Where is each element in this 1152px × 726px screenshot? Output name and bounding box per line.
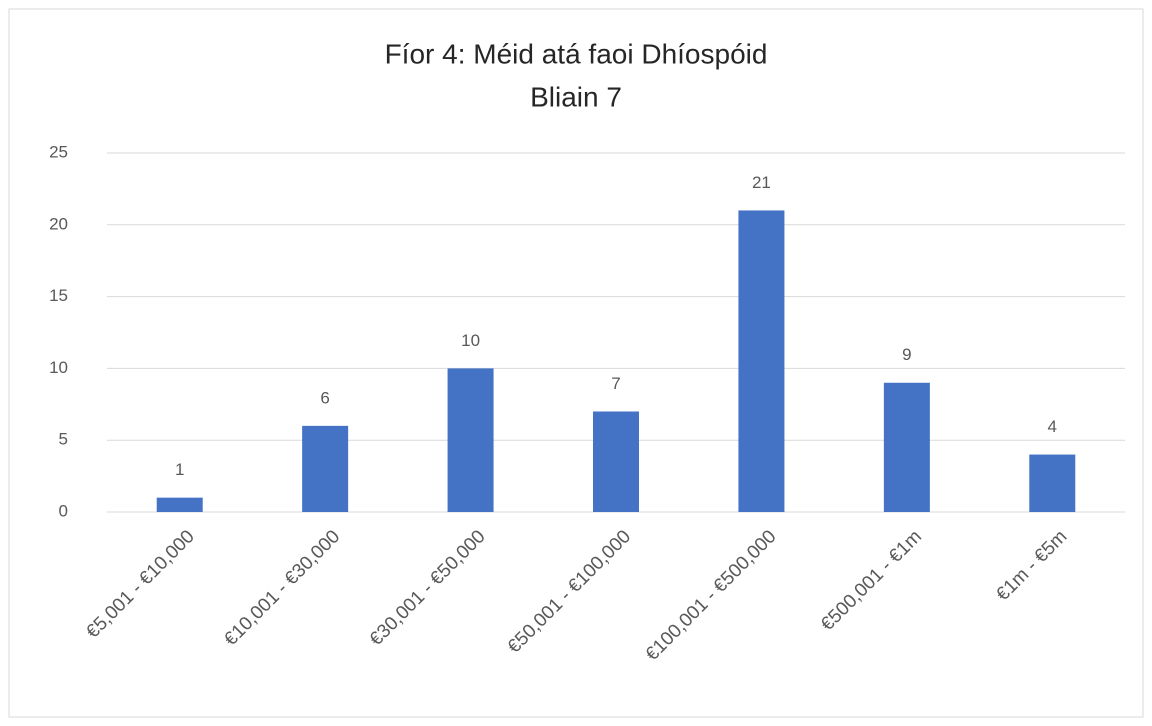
bar — [1029, 454, 1076, 512]
y-tick-label: 5 — [59, 430, 68, 449]
data-label: 4 — [1048, 417, 1057, 436]
chart-border — [8, 8, 1144, 718]
data-label: 1 — [175, 460, 184, 479]
chart-subtitle: Bliain 7 — [530, 81, 622, 112]
data-label: 7 — [611, 374, 620, 393]
data-label: 9 — [902, 345, 911, 364]
y-tick-label: 10 — [49, 358, 68, 377]
bar — [593, 411, 639, 512]
bar — [302, 425, 349, 512]
bar — [883, 382, 930, 512]
data-label: 21 — [752, 173, 771, 192]
y-tick-label: 25 — [49, 142, 68, 161]
data-label: 6 — [320, 388, 329, 407]
chart-title: Fíor 4: Méid atá faoi Dhíospóid — [385, 38, 768, 69]
y-tick-label: 15 — [49, 286, 68, 305]
bar — [156, 497, 203, 512]
bar — [447, 368, 494, 512]
bar — [738, 210, 785, 512]
y-tick-label: 0 — [59, 501, 68, 520]
y-tick-label: 20 — [49, 214, 68, 233]
data-label: 10 — [461, 331, 480, 350]
